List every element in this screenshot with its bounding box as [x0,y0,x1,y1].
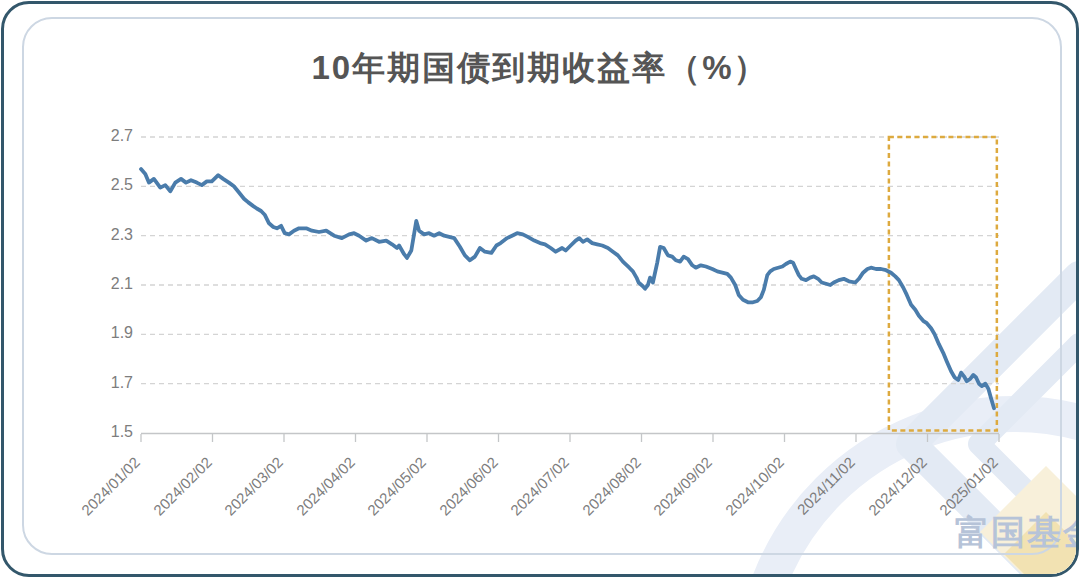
yield-line-series [141,169,994,408]
y-tick-label: 1.9 [63,324,133,342]
y-tick-label: 2.3 [63,226,133,244]
screenshot-root: 富国基金 10年期国债到期收益率（%） 2.72.52.32.11.91.71.… [0,0,1080,582]
y-tick-label: 1.5 [63,423,133,441]
y-tick-label: 2.5 [63,176,133,194]
y-tick-label: 2.7 [63,127,133,145]
chart-card: 富国基金 10年期国债到期收益率（%） 2.72.52.32.11.91.71.… [1,1,1079,577]
y-tick-label: 1.7 [63,374,133,392]
y-tick-label: 2.1 [63,275,133,293]
